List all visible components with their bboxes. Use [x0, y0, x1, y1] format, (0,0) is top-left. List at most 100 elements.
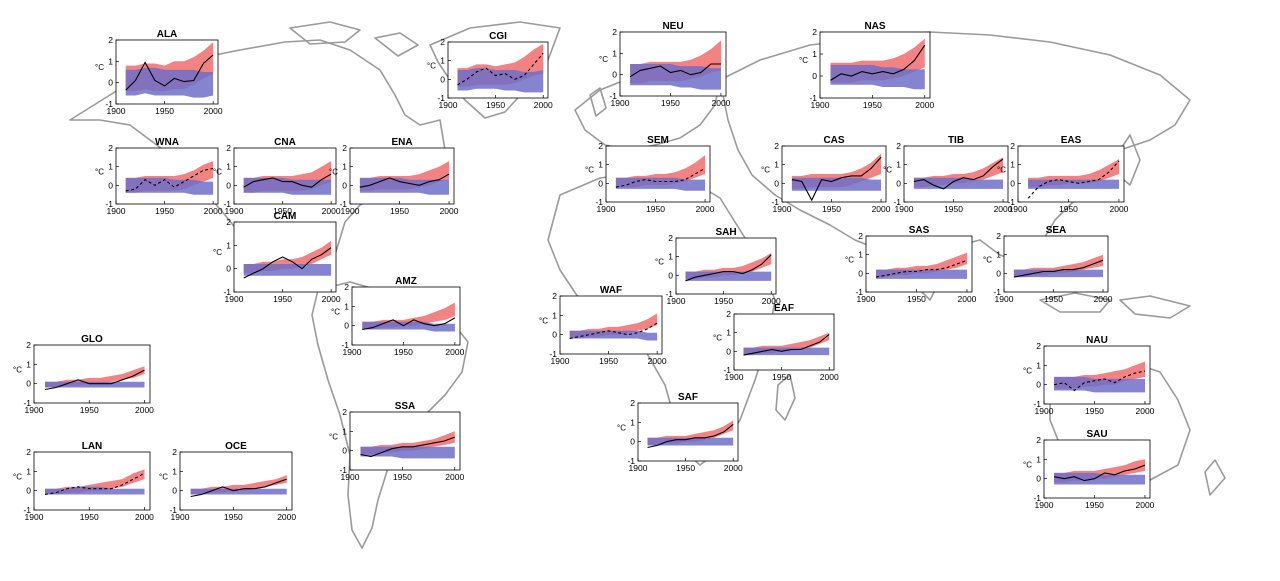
y-tick-label: 2 [226, 143, 231, 153]
natural-forcings-band [685, 271, 772, 281]
x-tick-label: 1950 [393, 472, 412, 482]
y-tick-label: 1 [598, 160, 603, 170]
y-tick-label: -1 [223, 287, 231, 297]
y-axis-unit-label: °C [997, 165, 1006, 174]
y-tick-label: -1 [993, 287, 1001, 297]
y-tick-label: 0 [440, 74, 445, 84]
observations-line [359, 173, 450, 188]
y-axis-unit-label: °C [1023, 366, 1032, 375]
panel-neu: -1 0 1 2 1900 1950 2000 °C NEU [599, 21, 731, 108]
x-tick-label: 2000 [135, 405, 154, 415]
observations-line [791, 156, 882, 202]
observations-line [1027, 160, 1120, 199]
observations-line [615, 167, 706, 188]
y-axis-unit-label: °C [95, 63, 104, 72]
panel-title: ALA [157, 29, 178, 40]
y-tick-label: -1 [105, 199, 113, 209]
y-tick-label: 2 [172, 447, 177, 457]
y-tick-label: 1 [896, 160, 901, 170]
y-tick-label: 2 [344, 282, 349, 292]
y-tick-label: -1 [809, 93, 817, 103]
panel-oce: -1 0 1 2 1900 1950 2000 °C OCE [159, 441, 296, 522]
x-tick-label: 1950 [944, 204, 963, 214]
y-tick-label: 1 [226, 240, 231, 250]
y-tick-label: -1 [1033, 399, 1041, 409]
y-tick-label: 1 [342, 162, 347, 172]
x-tick-label: 2000 [1135, 406, 1154, 416]
y-tick-label: 1 [108, 56, 113, 66]
y-tick-label: -1 [723, 365, 731, 375]
x-tick-label: 1950 [646, 204, 665, 214]
x-tick-label: 1900 [171, 512, 190, 522]
panel-title: CAS [823, 135, 844, 146]
observations-line [360, 436, 455, 458]
y-axis-unit-label: °C [883, 165, 892, 174]
y-tick-label: 0 [996, 268, 1001, 278]
x-tick-label: 1950 [155, 206, 174, 216]
y-tick-label: 1 [172, 466, 177, 476]
observations-line [125, 54, 214, 91]
observations-line [1013, 259, 1104, 278]
y-tick-label: 2 [1036, 435, 1041, 445]
observations-line [743, 334, 830, 356]
y-tick-label: 0 [630, 437, 635, 447]
y-tick-label: 0 [1010, 178, 1015, 188]
natural-forcings-band [743, 347, 830, 356]
y-tick-label: 0 [726, 346, 731, 356]
y-tick-label: 1 [996, 250, 1001, 260]
y-tick-label: 0 [226, 180, 231, 190]
panel-tib: -1 0 1 2 1900 1950 2000 °C TIB [883, 135, 1013, 214]
x-tick-label: 1900 [225, 206, 244, 216]
y-tick-label: 0 [1036, 474, 1041, 484]
natural-forcings-band [45, 486, 145, 495]
y-tick-label: 1 [1010, 160, 1015, 170]
y-tick-label: -1 [437, 93, 445, 103]
y-tick-label: -1 [105, 99, 113, 109]
natural-forcings-band [630, 64, 721, 90]
y-tick-label: 2 [726, 309, 731, 319]
y-axis-unit-label: °C [13, 472, 22, 481]
y-tick-label: 1 [552, 310, 557, 320]
y-tick-label: 0 [172, 486, 177, 496]
y-axis-unit-label: °C [329, 432, 338, 441]
y-tick-label: -1 [771, 197, 779, 207]
panel-lan: -1 0 1 2 1900 1950 2000 °C LAN [13, 441, 154, 522]
panel-title: SSA [395, 401, 416, 412]
panel-sea: -1 0 1 2 1900 1950 2000 °C SEA [983, 225, 1113, 304]
x-tick-label: 2000 [711, 98, 730, 108]
y-tick-label: 2 [440, 37, 445, 47]
x-tick-label: 2000 [135, 512, 154, 522]
x-tick-label: 1950 [486, 100, 505, 110]
y-tick-label: 1 [26, 466, 31, 476]
panel-cgi: -1 0 1 2 1900 1950 2000 °C CGI [427, 31, 553, 110]
panel-eaf: -1 0 1 2 1900 1950 2000 °C EAF [713, 303, 839, 382]
x-tick-label: 1900 [629, 463, 648, 473]
x-tick-label: 1950 [907, 294, 926, 304]
x-tick-label: 1950 [599, 356, 618, 366]
x-tick-label: 1900 [225, 294, 244, 304]
panel-title: LAN [82, 441, 103, 452]
y-axis-unit-label: °C [845, 255, 854, 264]
y-tick-label: 2 [342, 407, 347, 417]
panel-title: GLO [81, 334, 103, 345]
panel-cam: -1 0 1 2 1900 1950 2000 °C CAM [213, 211, 341, 304]
y-tick-label: 0 [344, 321, 349, 331]
y-tick-label: -1 [339, 199, 347, 209]
panel-saf: -1 0 1 2 1900 1950 2000 °C SAF [617, 392, 743, 473]
panel-sem: -1 0 1 2 1900 1950 2000 °C SEM [585, 135, 715, 214]
y-tick-label: -1 [627, 456, 635, 466]
y-axis-unit-label: °C [331, 307, 340, 316]
x-tick-label: 2000 [872, 204, 891, 214]
natural-forcings-band [125, 177, 214, 195]
y-tick-label: -1 [23, 398, 31, 408]
y-tick-label: -1 [1007, 197, 1015, 207]
y-tick-label: 2 [226, 217, 231, 227]
x-tick-label: 1900 [895, 204, 914, 214]
panel-title: WNA [155, 137, 179, 148]
observations-line [125, 167, 214, 192]
observations-line [647, 423, 734, 449]
observations-line [1053, 464, 1146, 482]
natural-forcings-band [1054, 376, 1145, 393]
x-tick-label: 2000 [445, 472, 464, 482]
